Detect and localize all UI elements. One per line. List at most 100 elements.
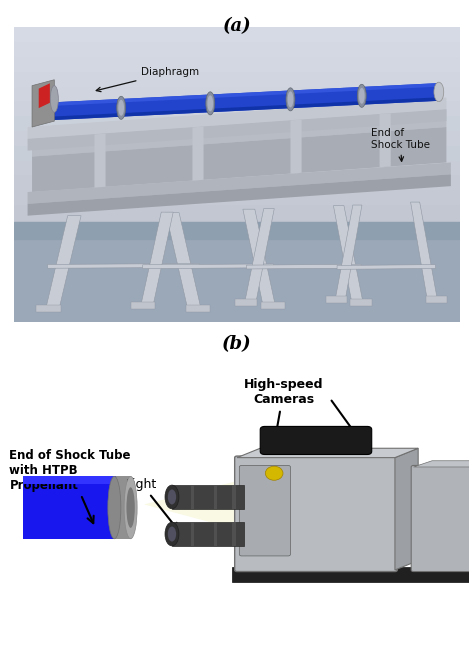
Bar (14, 263, 460, 278)
Text: Light: Light (126, 477, 178, 530)
Polygon shape (143, 264, 273, 269)
Polygon shape (246, 264, 361, 269)
Text: (a): (a) (223, 17, 251, 35)
Bar (14, 233, 460, 248)
Bar (14, 71, 460, 86)
Polygon shape (41, 83, 438, 121)
Polygon shape (350, 299, 372, 306)
Ellipse shape (207, 96, 213, 112)
Text: End of Shock Tube
with HTPB
Propellant: End of Shock Tube with HTPB Propellant (9, 449, 131, 523)
Ellipse shape (168, 489, 176, 505)
Polygon shape (32, 110, 447, 157)
Ellipse shape (127, 487, 135, 528)
Ellipse shape (359, 88, 365, 104)
Bar (14, 145, 460, 159)
Polygon shape (236, 299, 257, 306)
Bar (14, 204, 460, 218)
Bar (172, 522, 244, 546)
Polygon shape (186, 305, 210, 311)
Bar (232, 522, 236, 546)
Ellipse shape (288, 92, 293, 108)
FancyBboxPatch shape (260, 426, 372, 454)
Bar (14, 100, 460, 116)
FancyBboxPatch shape (411, 465, 474, 572)
Polygon shape (244, 208, 274, 304)
Polygon shape (335, 205, 362, 301)
Polygon shape (27, 110, 447, 151)
Text: High-speed
Cameras: High-speed Cameras (244, 378, 323, 465)
Bar (14, 86, 460, 100)
Polygon shape (410, 202, 438, 301)
Polygon shape (326, 296, 346, 303)
Polygon shape (36, 305, 61, 311)
Ellipse shape (265, 466, 283, 480)
Text: End of
Shock Tube: End of Shock Tube (371, 128, 429, 161)
Ellipse shape (168, 527, 176, 542)
Polygon shape (27, 98, 447, 139)
Polygon shape (237, 448, 418, 457)
Bar (14, 278, 460, 292)
Bar (172, 485, 244, 509)
Text: Diaphragm: Diaphragm (96, 67, 200, 92)
Polygon shape (32, 80, 55, 127)
Bar (114, 476, 131, 539)
Polygon shape (32, 127, 447, 192)
Polygon shape (337, 264, 436, 270)
Bar (23, 476, 116, 484)
Polygon shape (46, 216, 81, 310)
Polygon shape (41, 83, 438, 106)
Bar (214, 485, 218, 509)
Polygon shape (333, 206, 364, 304)
FancyBboxPatch shape (235, 456, 397, 572)
Polygon shape (380, 114, 391, 167)
Polygon shape (39, 83, 50, 108)
Bar (14, 56, 460, 71)
Ellipse shape (286, 88, 295, 111)
Polygon shape (261, 302, 284, 309)
Polygon shape (291, 120, 301, 173)
Bar (14, 218, 460, 234)
FancyBboxPatch shape (239, 465, 291, 556)
Text: (b): (b) (222, 335, 252, 353)
Ellipse shape (50, 86, 58, 112)
Polygon shape (41, 98, 438, 121)
Ellipse shape (357, 84, 366, 108)
Ellipse shape (124, 476, 137, 539)
Ellipse shape (117, 96, 126, 120)
Ellipse shape (165, 522, 179, 546)
Bar (14, 292, 460, 307)
Bar (14, 248, 460, 263)
Bar (232, 485, 236, 509)
Polygon shape (47, 264, 199, 268)
Bar (14, 27, 460, 41)
Bar (14, 159, 460, 174)
Bar (214, 522, 218, 546)
Polygon shape (413, 461, 474, 467)
Bar (14, 130, 460, 145)
Ellipse shape (434, 82, 444, 102)
Bar (14, 307, 460, 322)
Polygon shape (426, 296, 447, 303)
Bar (14, 222, 460, 239)
Bar (14, 174, 460, 189)
Bar (23, 476, 116, 539)
Polygon shape (140, 212, 173, 307)
Bar (14, 189, 460, 204)
Bar (191, 485, 194, 509)
Polygon shape (166, 212, 201, 310)
Bar (191, 522, 194, 546)
Polygon shape (27, 174, 451, 216)
Bar (14, 234, 460, 322)
Bar (14, 116, 460, 130)
Ellipse shape (165, 485, 179, 509)
Polygon shape (94, 133, 106, 188)
Ellipse shape (108, 476, 121, 539)
Polygon shape (131, 302, 155, 309)
Polygon shape (27, 163, 451, 204)
Polygon shape (243, 209, 276, 307)
Polygon shape (144, 481, 237, 529)
Ellipse shape (118, 100, 124, 116)
Polygon shape (395, 448, 418, 570)
Polygon shape (192, 127, 203, 181)
Bar (14, 41, 460, 56)
